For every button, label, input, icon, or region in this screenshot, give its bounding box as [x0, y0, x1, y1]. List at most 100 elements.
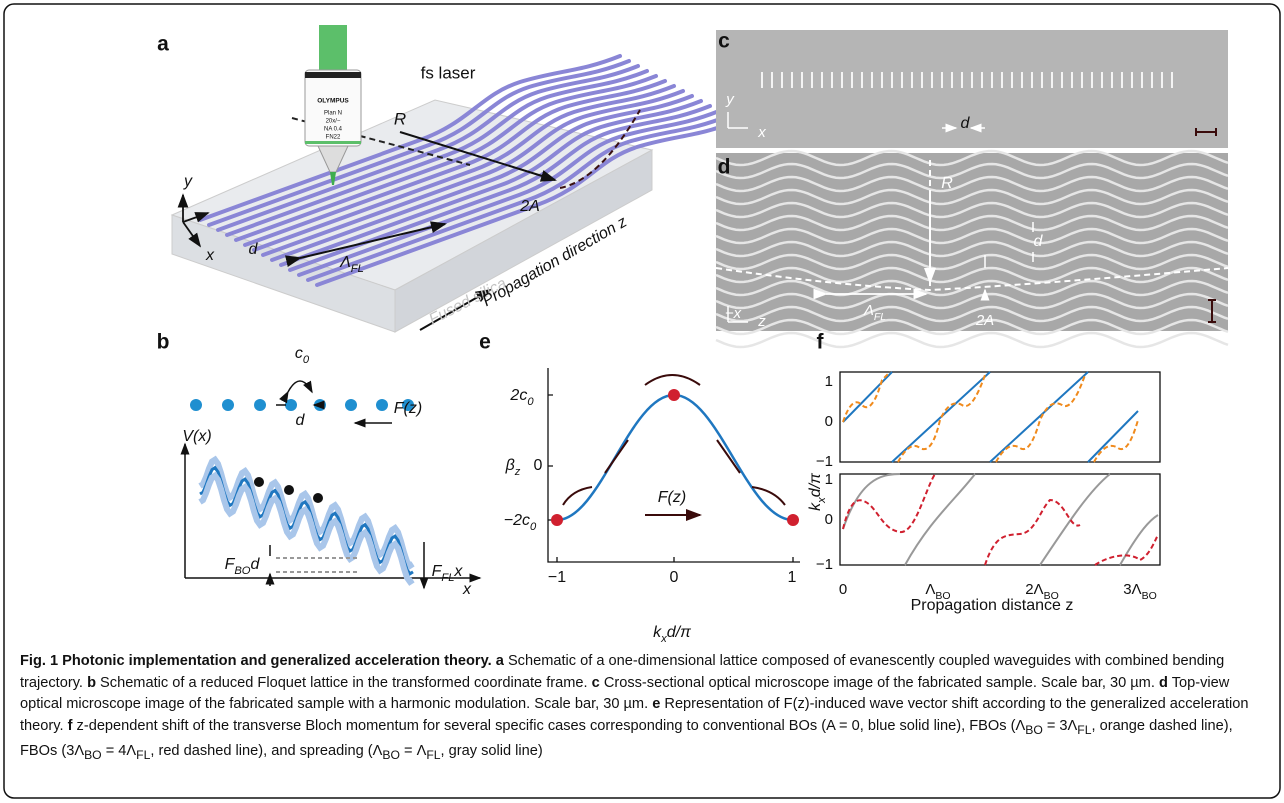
subscript: BO	[84, 747, 102, 762]
annotation: −1	[816, 556, 833, 573]
text-part: d	[251, 556, 261, 573]
subscript: x	[660, 633, 667, 645]
waveguide	[715, 266, 1229, 284]
caption: Fig. 1 Photonic implementation and gener…	[20, 651, 1268, 766]
annotation: Plan N	[324, 111, 342, 117]
arrow	[419, 289, 492, 331]
ticks	[548, 394, 794, 562]
caption-text: Top-view optical microscope image of the…	[20, 674, 1230, 713]
waveguide	[715, 318, 1229, 336]
annotation: FBOd	[225, 556, 261, 577]
annotation: 2A	[975, 312, 994, 329]
annotation: x	[462, 581, 472, 598]
caption-label: e	[652, 696, 661, 712]
annotation: 1	[825, 373, 833, 390]
caption-text: = Λ	[399, 742, 427, 759]
particle	[313, 493, 323, 503]
annotation: 1	[788, 569, 797, 586]
annotation: 0	[825, 511, 833, 528]
caption-text: = 4Λ	[101, 742, 137, 759]
annotation: −1	[548, 569, 566, 586]
subscript: FL	[441, 572, 454, 584]
waveguide	[270, 94, 694, 262]
caption-text: , gray solid line)	[440, 742, 543, 759]
annotation: c0	[295, 345, 310, 366]
annotation: y	[183, 173, 193, 190]
point	[668, 389, 680, 401]
subscript: BO	[1142, 590, 1157, 602]
text-part: d/π	[667, 624, 691, 641]
annotation: d	[296, 412, 306, 429]
text-part: β	[505, 457, 515, 474]
panel-label: b	[157, 331, 170, 354]
subscript: BO	[935, 590, 950, 602]
waveguide	[234, 74, 658, 242]
dashed-levels	[276, 557, 360, 573]
subscript: BO	[382, 747, 400, 762]
text-part: −2c	[504, 512, 530, 529]
site	[402, 399, 414, 411]
laser-beam	[319, 25, 347, 73]
caption-text: Representation of F(z)-induced wave vect…	[20, 696, 1249, 734]
fbo-lines	[842, 371, 1139, 463]
waveguide	[715, 305, 1229, 323]
annotation: z	[757, 313, 766, 330]
dashed-curve	[715, 267, 1229, 292]
caption-text: Schematic of a one-dimensional lattice c…	[20, 653, 1225, 691]
arrow	[399, 131, 557, 182]
panel-label: e	[479, 331, 491, 354]
annotation: 3ΛBO	[1123, 581, 1157, 602]
axis-arrows	[727, 306, 748, 323]
axes-bottom	[839, 473, 1161, 566]
annotation: kxd/π	[653, 624, 691, 645]
point	[551, 514, 563, 526]
site	[190, 399, 202, 411]
caption-text: Schematic of a reduced Floquet lattice i…	[100, 674, 588, 691]
annotation: V(x)	[182, 428, 211, 445]
subscript: BO	[1025, 722, 1043, 737]
waveguide	[216, 64, 640, 232]
arrows	[985, 222, 1034, 300]
caption-text: Cross-sectional optical microscope image…	[603, 674, 1155, 691]
scale-bar	[1195, 128, 1217, 136]
axis-arrows	[727, 112, 748, 129]
panel-label: d	[718, 156, 731, 179]
annotation: 2A	[519, 198, 540, 215]
waveguide	[225, 69, 649, 237]
annotation: d	[1034, 233, 1044, 250]
annotation: d	[249, 241, 259, 258]
text-part: k	[807, 502, 824, 511]
subscript: x	[816, 497, 828, 504]
annotation: ΛFL	[863, 302, 886, 323]
waveguide	[715, 214, 1229, 232]
subscript: FL	[874, 311, 886, 323]
waveguide	[715, 292, 1229, 310]
caption-title: Fig. 1 Photonic implementation and gener…	[20, 653, 492, 669]
waveguide	[715, 162, 1229, 180]
waveguide	[715, 227, 1229, 245]
text-part: 2Λ	[1025, 581, 1043, 598]
annotation: 0	[839, 581, 847, 598]
caption-label: d	[1158, 674, 1168, 691]
annotation: −2c0	[504, 512, 537, 533]
annotation: ΛBO	[925, 581, 950, 602]
waveguide	[715, 240, 1229, 258]
annotation: Propagation distance z	[911, 597, 1074, 614]
annotation: 20x/−	[326, 119, 341, 125]
caption-label: a	[495, 653, 504, 669]
text-part: Λ	[925, 581, 935, 598]
annotation: ΛFL	[339, 254, 364, 275]
site	[285, 399, 297, 411]
site	[345, 399, 357, 411]
annotation: fs laser	[421, 63, 476, 82]
arrow	[284, 221, 447, 268]
axis-arrow	[182, 221, 202, 248]
caption-label: b	[87, 674, 96, 691]
waveguide	[715, 331, 1229, 349]
axis-arrow	[182, 212, 210, 223]
waveguide-pattern	[715, 149, 1229, 349]
panel-label: c	[718, 30, 730, 53]
waveguide	[243, 79, 667, 247]
annotation: 2ΛBO	[1025, 581, 1059, 602]
panel-label: f	[817, 331, 825, 354]
